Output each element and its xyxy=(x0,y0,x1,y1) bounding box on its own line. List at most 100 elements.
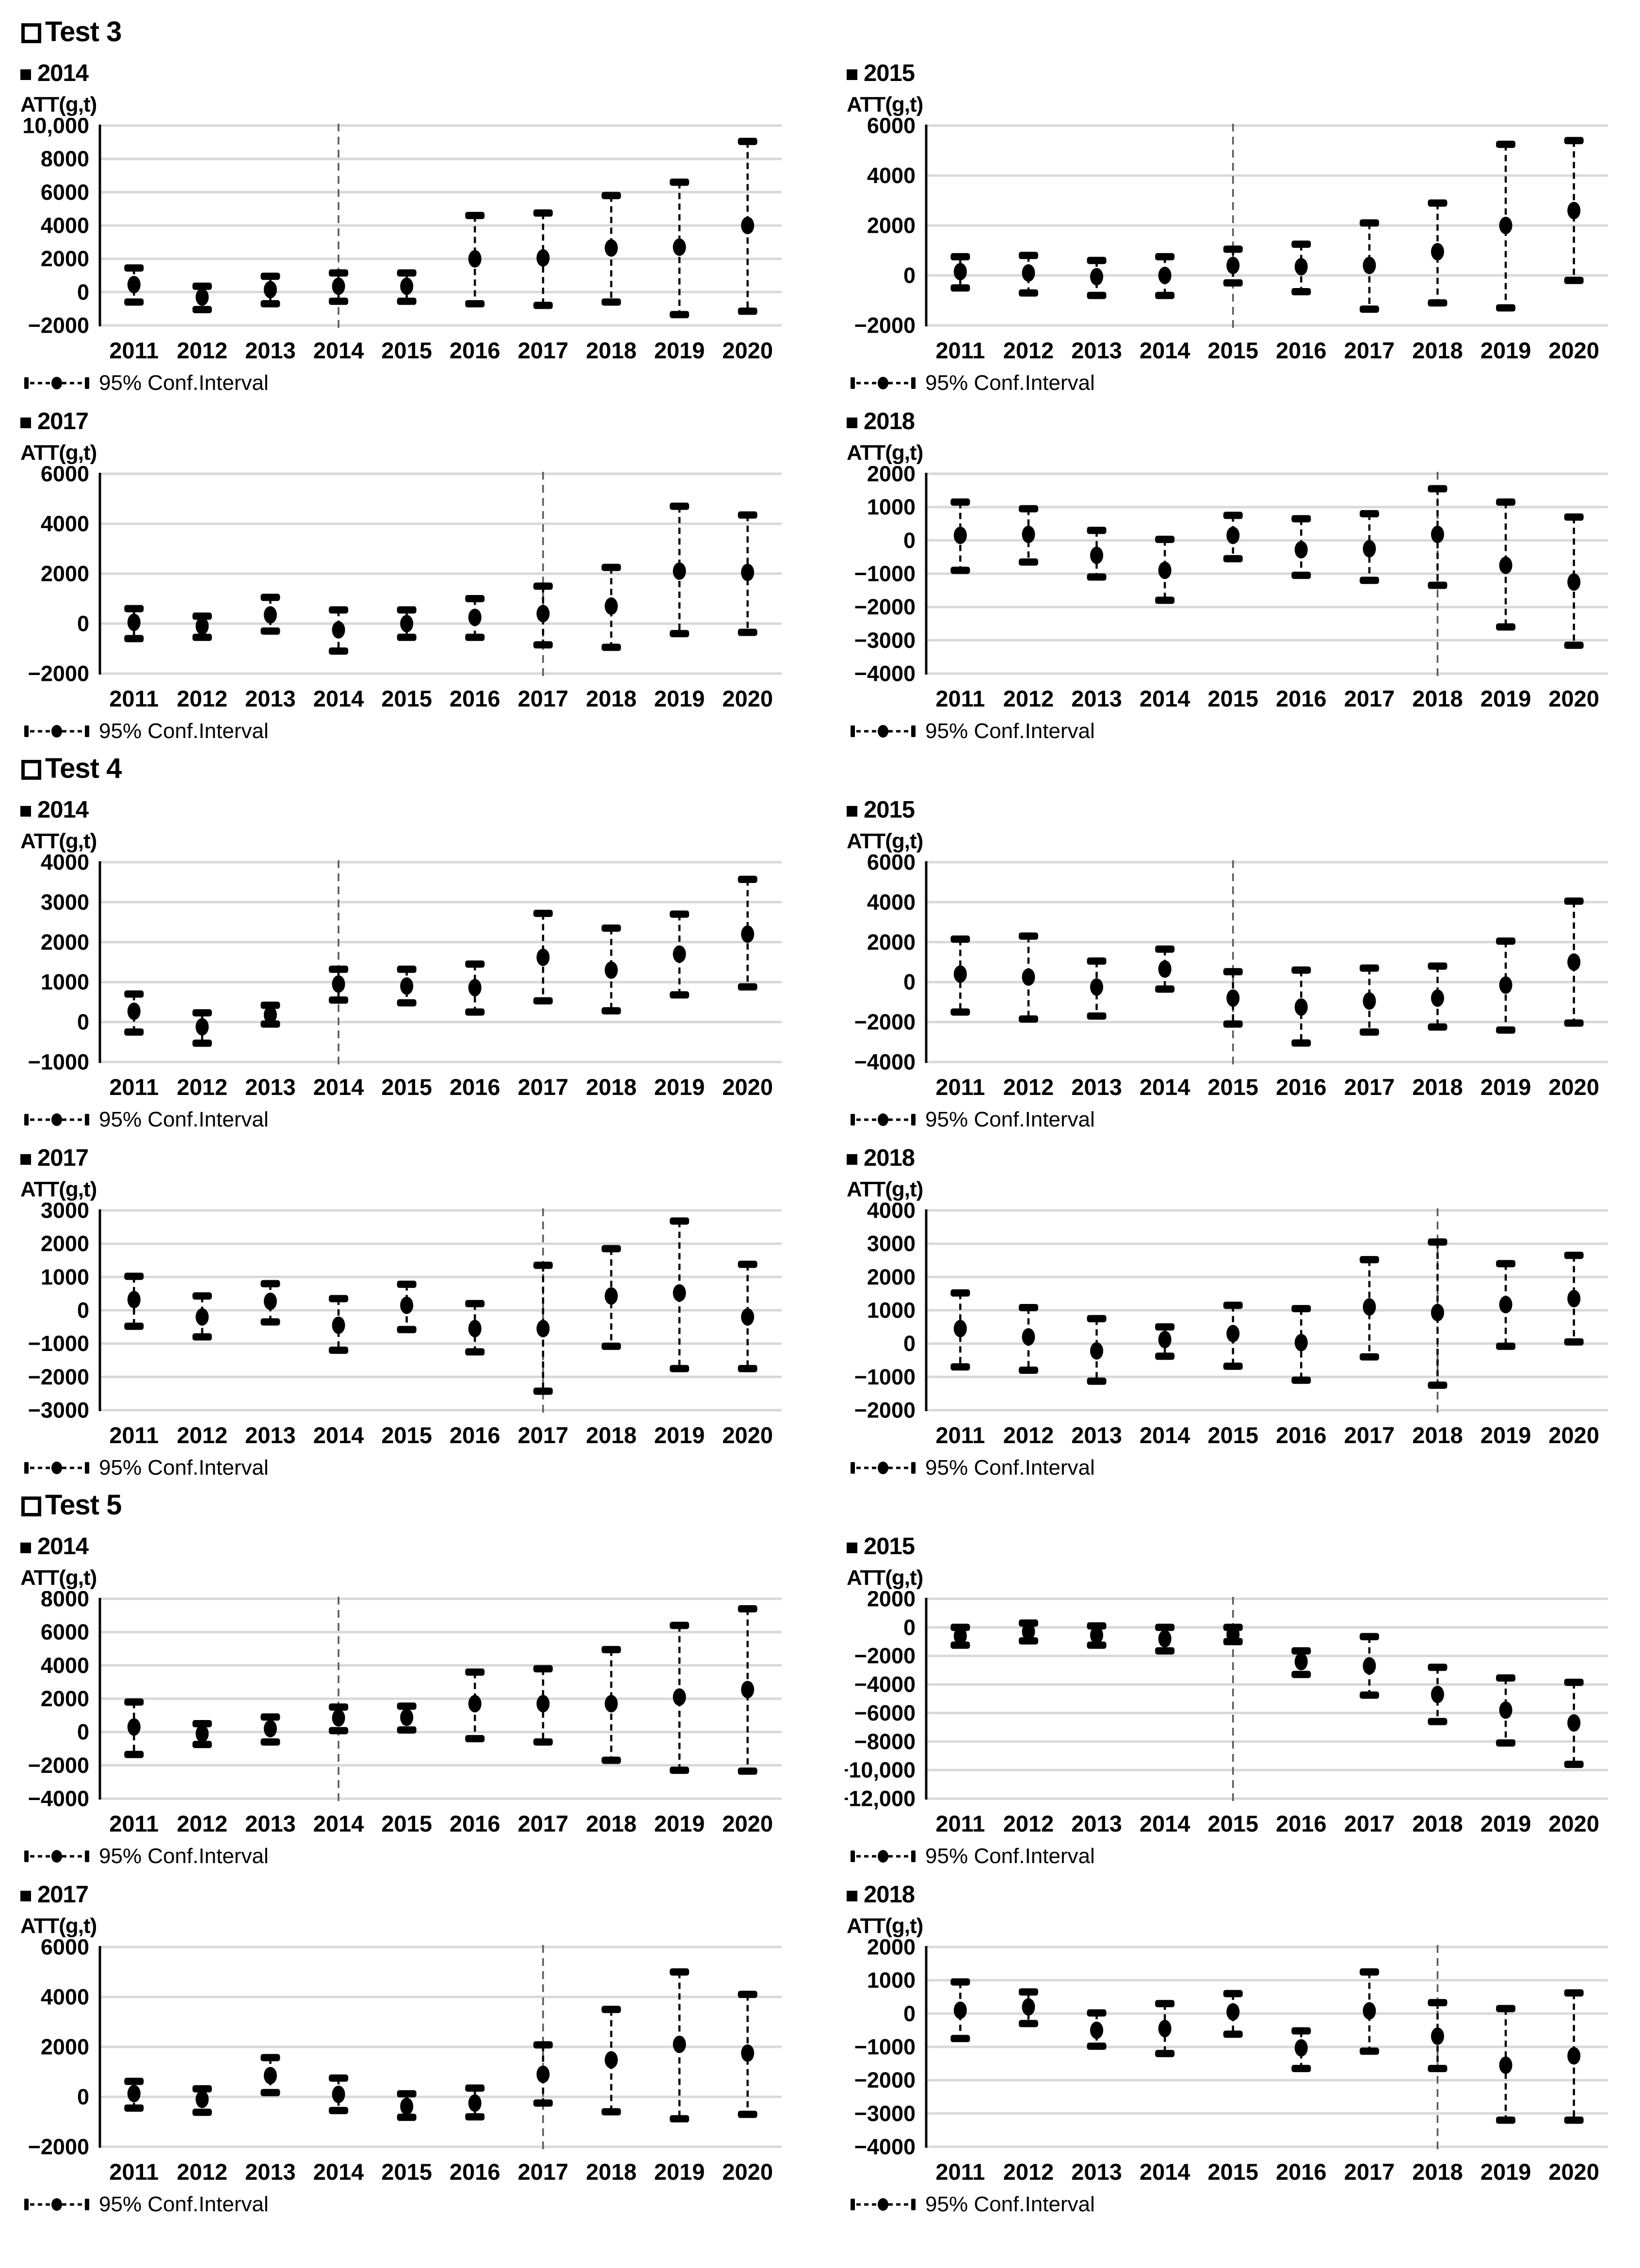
section-title: Test 5 xyxy=(45,1489,122,1521)
cohort-year-label: 2018 xyxy=(864,1145,915,1171)
y-axis-title: ATT(g,t) xyxy=(20,829,97,853)
svg-text:2012: 2012 xyxy=(1003,338,1054,363)
svg-text:−2000: −2000 xyxy=(854,2068,916,2092)
legend: 95% Conf.Interval xyxy=(23,719,794,743)
svg-text:4000: 4000 xyxy=(41,213,89,238)
conf-interval-legend-icon xyxy=(851,2198,916,2211)
svg-text:2018: 2018 xyxy=(1412,1074,1463,1100)
cohort-year-label: 2018 xyxy=(864,1882,915,1908)
filled-square-bullet-icon xyxy=(847,1890,857,1901)
svg-text:2011: 2011 xyxy=(935,1811,985,1836)
svg-text:2012: 2012 xyxy=(177,2159,228,2185)
svg-text:2019: 2019 xyxy=(654,686,705,711)
test-section: Test 3 2014 ATT(g,t) 10,000 8000 6000 4000 2… xyxy=(18,16,1622,743)
svg-text:2017: 2017 xyxy=(518,1422,569,1448)
svg-text:4000: 4000 xyxy=(41,1985,89,2010)
filled-square-bullet-icon xyxy=(20,1890,31,1901)
conf-interval-legend-icon xyxy=(851,1850,916,1863)
cohort-label: 2015 xyxy=(847,796,1621,823)
svg-text:2017: 2017 xyxy=(518,686,569,711)
svg-text:2011: 2011 xyxy=(935,686,985,711)
svg-text:0: 0 xyxy=(77,1720,89,1744)
att-errorbar-chart: 2014 ATT(g,t) 10,000 8000 6000 4000 2000 0 −20… xyxy=(18,55,794,395)
svg-text:0: 0 xyxy=(903,1331,916,1356)
svg-text:2014: 2014 xyxy=(1140,2159,1190,2185)
svg-text:2019: 2019 xyxy=(654,2159,705,2185)
svg-text:6000: 6000 xyxy=(41,180,89,205)
svg-text:2019: 2019 xyxy=(654,1074,705,1100)
att-errorbar-chart: 2018 ATT(g,t) 2000 1000 0 −1000 −2000 −3000 −4… xyxy=(845,403,1621,743)
svg-text:2000: 2000 xyxy=(867,1939,916,1960)
att-errorbar-chart: 2014 ATT(g,t) 4000 3000 2000 1000 0 −1000 2011… xyxy=(18,791,794,1132)
svg-text:2020: 2020 xyxy=(1548,338,1599,363)
svg-text:2016: 2016 xyxy=(1276,2159,1327,2185)
y-axis-title: ATT(g,t) xyxy=(20,1177,97,1201)
att-errorbar-chart: 2015 ATT(g,t) 6000 4000 2000 0 −2000 −4000 201… xyxy=(845,791,1621,1132)
svg-text:−2000: −2000 xyxy=(28,2135,89,2159)
svg-text:2013: 2013 xyxy=(1071,1811,1122,1836)
svg-text:2000: 2000 xyxy=(867,1265,916,1289)
svg-text:−2000: −2000 xyxy=(854,1643,916,1668)
errorbar-plot: 2000 1000 0 −1000 −2000 −3000 −4000 2011 2012 201… xyxy=(854,466,1608,711)
svg-text:2015: 2015 xyxy=(381,686,432,711)
y-axis-title: ATT(g,t) xyxy=(847,93,923,116)
svg-text:6000: 6000 xyxy=(41,1939,89,1960)
svg-text:2013: 2013 xyxy=(1071,686,1122,711)
cohort-year-label: 2017 xyxy=(37,408,89,434)
cohort-year-label: 2015 xyxy=(864,797,915,823)
svg-text:2014: 2014 xyxy=(1140,1811,1190,1836)
svg-text:2013: 2013 xyxy=(245,338,296,363)
svg-text:2020: 2020 xyxy=(1548,686,1599,711)
y-axis-title: ATT(g,t) xyxy=(20,441,97,465)
errorbar-plot: 6000 4000 2000 0 −2000 2011 2012 2013 2014 2015 20… xyxy=(28,466,782,711)
svg-text:2012: 2012 xyxy=(1003,1422,1054,1448)
svg-text:2020: 2020 xyxy=(722,1422,773,1448)
svg-text:0: 0 xyxy=(903,1615,916,1640)
svg-text:8000: 8000 xyxy=(41,1591,89,1611)
filled-square-bullet-icon xyxy=(847,417,857,428)
filled-square-bullet-icon xyxy=(20,1154,31,1165)
att-errorbar-chart: 2014 ATT(g,t) 8000 6000 4000 2000 0 −2000 −400… xyxy=(18,1528,794,1868)
svg-text:2015: 2015 xyxy=(381,1074,432,1100)
svg-text:2013: 2013 xyxy=(1071,1074,1122,1100)
svg-text:2013: 2013 xyxy=(245,1422,296,1448)
svg-text:2011: 2011 xyxy=(109,686,159,711)
legend-label: 95% Conf.Interval xyxy=(99,2192,269,2216)
svg-text:2000: 2000 xyxy=(867,930,916,954)
svg-text:−4000: −4000 xyxy=(854,1672,916,1697)
svg-text:1000: 1000 xyxy=(41,970,89,995)
svg-text:2014: 2014 xyxy=(313,1811,364,1836)
filled-square-bullet-icon xyxy=(20,417,31,428)
att-errorbar-chart: 2018 ATT(g,t) 4000 3000 2000 1000 0 −1000 −200… xyxy=(845,1140,1621,1480)
svg-text:2000: 2000 xyxy=(867,1591,916,1611)
svg-text:−1000: −1000 xyxy=(28,1050,89,1075)
conf-interval-legend-icon xyxy=(24,725,89,738)
svg-text:2017: 2017 xyxy=(1344,2159,1395,2185)
svg-text:0: 0 xyxy=(77,280,89,305)
svg-text:2018: 2018 xyxy=(586,686,637,711)
cohort-year-label: 2014 xyxy=(37,797,89,823)
y-axis-title: ATT(g,t) xyxy=(20,1566,97,1590)
legend: 95% Conf.Interval xyxy=(850,371,1621,395)
svg-text:2013: 2013 xyxy=(1071,338,1122,363)
svg-text:2000: 2000 xyxy=(41,930,89,954)
open-square-bullet-icon xyxy=(21,1496,41,1516)
conf-interval-legend-icon xyxy=(24,1462,89,1474)
svg-text:2020: 2020 xyxy=(1548,1811,1599,1836)
legend-label: 95% Conf.Interval xyxy=(925,1844,1095,1868)
y-axis-title: ATT(g,t) xyxy=(847,1177,923,1201)
errorbar-plot: 4000 3000 2000 1000 0 −1000 −2000 2011 2012 2013 2… xyxy=(854,1203,1608,1448)
report-canvas: Test 3 2014 ATT(g,t) 10,000 8000 6000 4000 2… xyxy=(18,16,1622,2217)
svg-text:2000: 2000 xyxy=(41,2035,89,2059)
conf-interval-legend-icon xyxy=(851,377,916,389)
test-section: Test 5 2014 ATT(g,t) 8000 6000 4000 2000 0 −2… xyxy=(18,1489,1622,2217)
svg-text:2016: 2016 xyxy=(450,1074,500,1100)
svg-text:0: 0 xyxy=(903,528,916,553)
svg-text:2013: 2013 xyxy=(1071,2159,1122,2185)
cohort-year-label: 2017 xyxy=(37,1882,89,1908)
svg-text:2018: 2018 xyxy=(586,2159,637,2185)
cohort-year-label: 2014 xyxy=(37,60,89,86)
legend-label: 95% Conf.Interval xyxy=(99,719,269,743)
legend: 95% Conf.Interval xyxy=(23,1456,794,1480)
errorbar-plot: 8000 6000 4000 2000 0 −2000 −4000 2011 2012 2013 2… xyxy=(28,1591,782,1836)
